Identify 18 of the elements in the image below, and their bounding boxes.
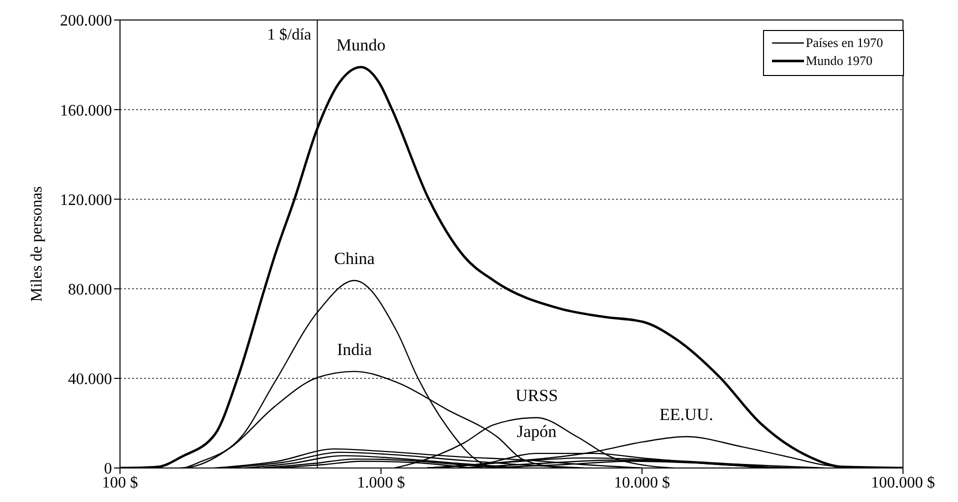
annotation: Mundo	[336, 36, 386, 55]
annotation: Japón	[516, 422, 558, 441]
annotation: URSS	[515, 386, 558, 406]
y-axis-title: Miles de personas	[28, 186, 46, 302]
x-tick-label: 10.000 $	[614, 474, 670, 492]
y-tick-label: 200.000	[60, 12, 112, 30]
y-tick-label: 160.000	[60, 102, 112, 120]
x-tick-label: 100.000 $	[871, 474, 935, 492]
annotation: EE.UU.	[659, 405, 714, 424]
annotation: India	[336, 340, 372, 359]
annotation: China	[334, 249, 376, 268]
x-tick-label: 1.000 $	[357, 474, 405, 492]
legend-label: Mundo 1970	[806, 53, 873, 69]
ref-line-label: 1 $/día	[267, 26, 312, 44]
y-tick-label: 40.000	[68, 371, 112, 388]
y-tick-label: 120.000	[60, 192, 112, 209]
y-tick-label: 80.000	[68, 281, 112, 298]
legend-label: Países en 1970	[806, 35, 883, 51]
